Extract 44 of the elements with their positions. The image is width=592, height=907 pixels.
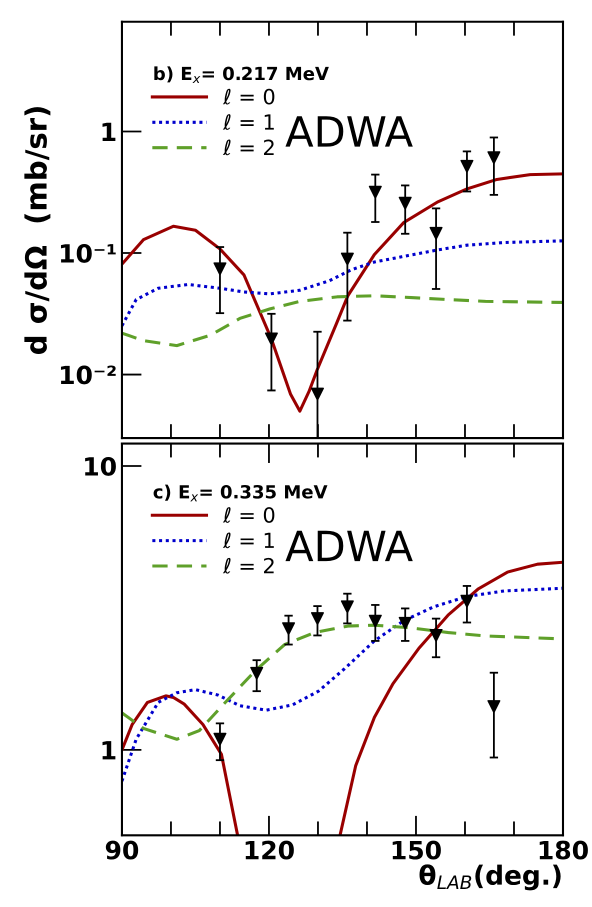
point <box>430 226 443 240</box>
point <box>460 594 474 608</box>
y-axis-title: d σ/dΩ (mb/sr) <box>24 107 50 354</box>
point <box>398 196 412 210</box>
y-tick-label: 1 <box>102 741 116 760</box>
point <box>282 622 296 636</box>
point <box>487 700 500 714</box>
legend-label: ℓ = 0 <box>222 507 274 523</box>
legend-label: ℓ = 1 <box>222 114 274 130</box>
legend-label: ℓ = 0 <box>222 88 274 105</box>
x-tick-label: 90 <box>106 840 138 860</box>
y-tick-label: 1 <box>102 122 116 142</box>
y-tick-label: 10 <box>85 456 116 476</box>
point <box>460 160 474 173</box>
y-tick-label: 10⁻¹ <box>60 244 116 263</box>
x-tick-label: 120 <box>246 840 294 860</box>
point <box>340 252 354 266</box>
point <box>430 628 443 642</box>
point <box>487 151 500 164</box>
annotation: b) E$_{x}$= 0.217 MeV <box>154 66 329 84</box>
x-tick-label: 180 <box>540 840 588 860</box>
point <box>340 600 354 614</box>
point <box>264 332 278 346</box>
line-series <box>122 586 563 783</box>
line-series <box>122 239 563 328</box>
point <box>398 616 412 630</box>
legend-label: ℓ = 2 <box>222 139 274 156</box>
legend-label: ℓ = 1 <box>222 532 274 548</box>
line-series <box>122 172 563 413</box>
line-series <box>122 294 563 348</box>
point <box>368 614 382 628</box>
point <box>310 388 324 401</box>
point <box>213 732 226 746</box>
x-axis-title: θ$_{LAB}$(deg.) <box>420 864 561 890</box>
legend-label: ℓ = 2 <box>222 558 274 574</box>
x-tick-label: 150 <box>392 840 441 860</box>
point <box>310 612 324 626</box>
point <box>213 262 226 276</box>
annotation: ADWA <box>285 116 413 147</box>
annotation: c) E$_{x}$= 0.335 MeV <box>154 484 328 502</box>
point <box>250 666 264 680</box>
y-tick-label: 10⁻² <box>60 365 116 384</box>
annotation: ADWA <box>285 530 413 562</box>
point <box>368 186 382 199</box>
